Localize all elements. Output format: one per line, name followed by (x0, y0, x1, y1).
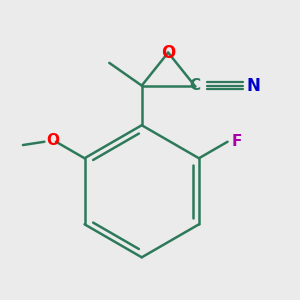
Text: O: O (46, 134, 59, 148)
Text: C: C (189, 78, 200, 93)
Text: O: O (161, 44, 175, 62)
Text: N: N (246, 76, 260, 94)
Text: F: F (231, 134, 242, 149)
